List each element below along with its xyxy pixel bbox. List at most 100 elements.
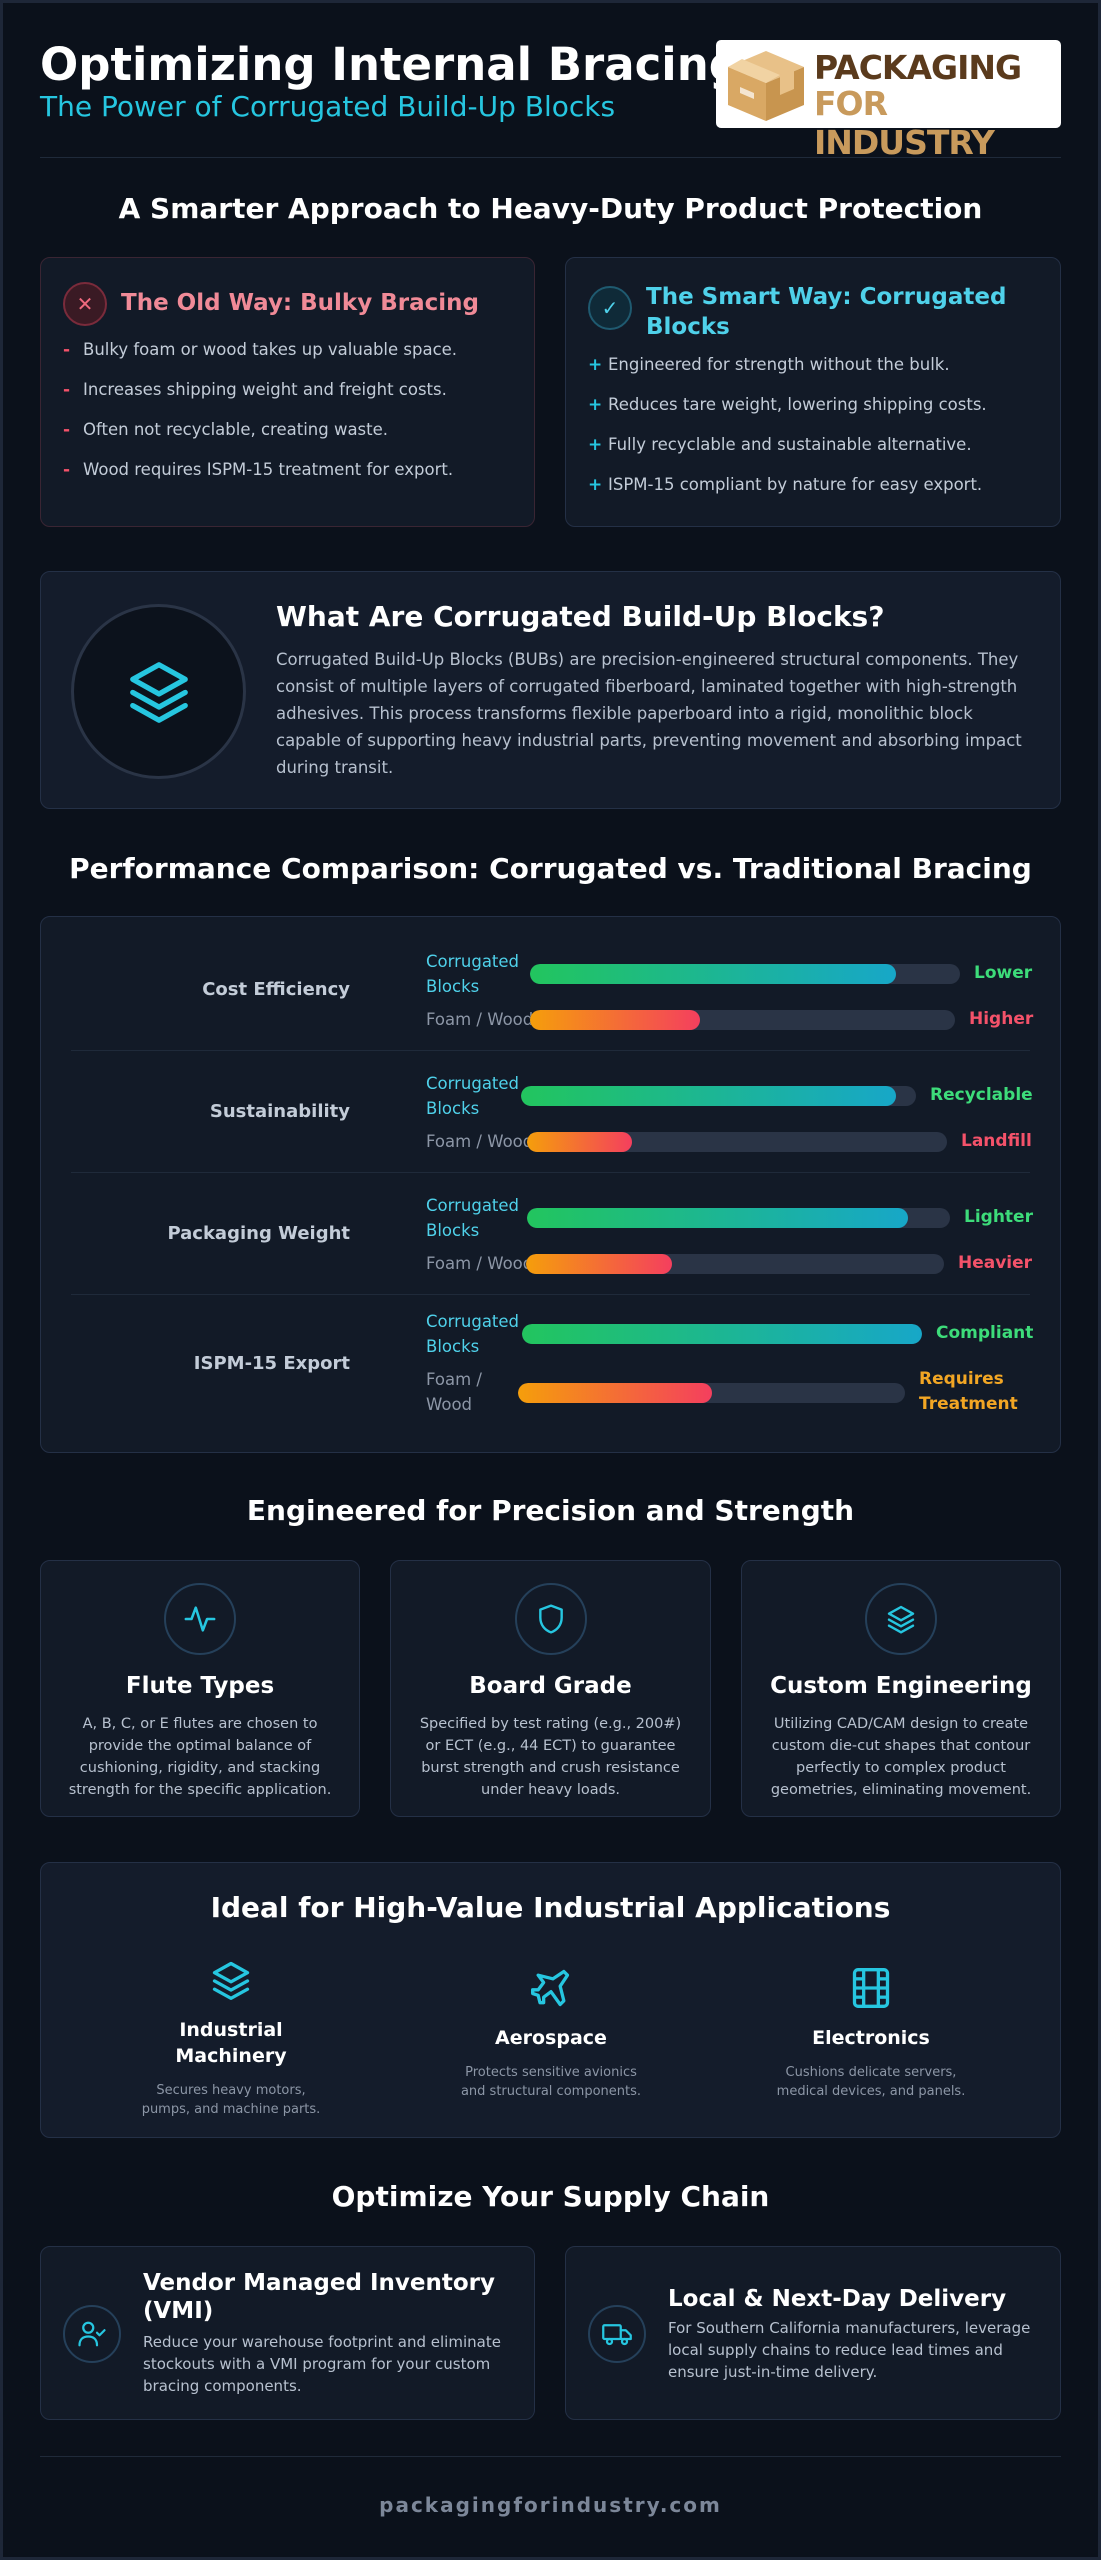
footer: packagingforindustry.com bbox=[40, 2456, 1061, 2517]
list-item: + Engineered for strength without the bul… bbox=[588, 355, 950, 375]
corrugated-result: Lower bbox=[974, 963, 1033, 983]
list-item: - Increases shipping weight and freight c… bbox=[63, 380, 447, 400]
metric-label: Cost Efficiency bbox=[202, 979, 350, 1000]
x-circle-icon: ✕ bbox=[63, 282, 107, 326]
plus-marker: + bbox=[588, 355, 603, 375]
foam-result: Landfill bbox=[961, 1131, 1032, 1151]
precision-heading: Engineered for Precision and Strength bbox=[246, 1494, 855, 1527]
corrugated-bar-track bbox=[530, 964, 960, 984]
corrugated-label: Corrugated Blocks bbox=[426, 1312, 520, 1356]
corrugated-result: Lighter bbox=[964, 1207, 1033, 1227]
delivery-card: Local & Next-Day Delivery For Southern C… bbox=[565, 2246, 1061, 2420]
app-electronics: Electronics Cushions delicate servers, me… bbox=[746, 1963, 996, 2101]
app-body: Secures heavy motors, pumps, and machine … bbox=[141, 2083, 321, 2117]
layers-icon bbox=[106, 1955, 356, 2005]
app-aerospace: Aerospace Protects sensitive avionics and… bbox=[426, 1963, 676, 2101]
list-item: + ISPM-15 compliant by nature for easy ex… bbox=[588, 475, 983, 495]
layers-icon bbox=[130, 662, 188, 723]
list-item: - Often not recyclable, creating waste. bbox=[63, 420, 389, 440]
app-title: Aerospace bbox=[495, 2027, 607, 2049]
what-are-title: What Are Corrugated Build-Up Blocks? bbox=[276, 600, 885, 633]
app-body: Protects sensitive avionics and structura… bbox=[460, 2065, 642, 2099]
corrugated-bar bbox=[527, 1208, 908, 1228]
foam-bar-track bbox=[518, 1383, 905, 1403]
layers-icon bbox=[865, 1583, 937, 1655]
foam-bar-track bbox=[526, 1254, 944, 1274]
corrugated-bar bbox=[530, 964, 896, 984]
what-are-card: What Are Corrugated Build-Up Blocks? Cor… bbox=[40, 571, 1061, 809]
list-item: - Wood requires ISPM-15 treatment for exp… bbox=[63, 460, 454, 480]
foam-bar-track bbox=[530, 1010, 955, 1030]
smart-way-title: The Smart Way: Corrugated Blocks bbox=[646, 284, 1007, 340]
plus-marker: + bbox=[588, 475, 603, 495]
corrugated-bar-track bbox=[521, 1086, 916, 1106]
card-title: Custom Engineering bbox=[770, 1673, 1032, 1699]
supply-heading: Optimize Your Supply Chain bbox=[331, 2180, 770, 2213]
list-item: + Reduces tare weight, lowering shipping … bbox=[588, 395, 987, 415]
old-way-card: ✕ The Old Way: Bulky Bracing - Bulky foam… bbox=[40, 257, 535, 527]
old-way-title: The Old Way: Bulky Bracing bbox=[121, 290, 479, 316]
app-title: Electronics bbox=[812, 2027, 930, 2049]
corrugated-result: Recyclable bbox=[930, 1085, 1033, 1105]
corrugated-result: Compliant bbox=[936, 1323, 1034, 1343]
delivery-body: For Southern California manufacturers, l… bbox=[668, 2319, 1031, 2381]
performance-rows: Cost Efficiency Corrugated Blocks Lower F… bbox=[71, 929, 1034, 1452]
list-item: + Fully recyclable and sustainable altern… bbox=[588, 435, 972, 455]
metric-row-weight: Packaging Weight Corrugated Blocks Lighte… bbox=[71, 1173, 1033, 1295]
check-circle-icon: ✓ bbox=[588, 286, 632, 330]
corrugated-bar-track bbox=[527, 1208, 950, 1228]
board-grade-card: Board Grade Specified by test rating (e.… bbox=[390, 1560, 711, 1817]
company-logo[interactable]: PACKAGING FOR INDUSTRY bbox=[716, 40, 1061, 162]
rocket-icon bbox=[426, 1963, 676, 2013]
icon-circle bbox=[71, 604, 246, 779]
applications-heading: Ideal for High-Value Industrial Applicat… bbox=[210, 1891, 891, 1924]
corrugated-bar bbox=[521, 1086, 897, 1106]
corrugated-label: Corrugated Blocks bbox=[426, 1074, 520, 1118]
corrugated-bar-track bbox=[522, 1324, 922, 1344]
corrugated-label: Corrugated Blocks bbox=[426, 952, 520, 996]
card-body: A, B, C, or E flutes are chosen to provi… bbox=[68, 1716, 332, 1798]
metric-row-ispm: ISPM-15 Export Corrugated Blocks Complian… bbox=[71, 1295, 1034, 1445]
vmi-title: Vendor Managed Inventory (VMI) bbox=[143, 2270, 495, 2324]
foam-result: Requires Treatment bbox=[919, 1369, 1018, 1414]
metric-label: Sustainability bbox=[209, 1101, 350, 1122]
minus-marker: - bbox=[63, 460, 71, 480]
smart-way-card: ✓ The Smart Way: Corrugated Blocks + Engi… bbox=[565, 257, 1061, 527]
minus-marker: - bbox=[63, 420, 71, 440]
card-title: Flute Types bbox=[125, 1673, 275, 1699]
box-logo-icon bbox=[728, 51, 804, 121]
foam-bar bbox=[518, 1383, 712, 1403]
truck-icon bbox=[588, 2305, 646, 2363]
plus-marker: + bbox=[588, 435, 603, 455]
foam-bar bbox=[527, 1132, 632, 1152]
foam-label: Foam / Wood bbox=[426, 1132, 534, 1151]
approach-heading: A Smarter Approach to Heavy-Duty Product… bbox=[118, 192, 983, 225]
foam-label: Foam / Wood bbox=[426, 1254, 534, 1273]
app-body: Cushions delicate servers, medical device… bbox=[776, 2065, 966, 2099]
waveform-icon bbox=[164, 1583, 236, 1655]
metric-label: Packaging Weight bbox=[167, 1223, 350, 1244]
corrugated-bar bbox=[522, 1324, 922, 1344]
header: Optimizing Internal Bracing The Power of… bbox=[40, 0, 1061, 162]
corrugated-label: Corrugated Blocks bbox=[426, 1196, 520, 1240]
foam-label: Foam / Wood bbox=[426, 1010, 534, 1029]
footer-url-link[interactable]: packagingforindustry.com bbox=[379, 2493, 722, 2517]
infographic: Optimizing Internal Bracing The Power of… bbox=[40, 0, 1061, 2517]
metric-row-cost: Cost Efficiency Corrugated Blocks Lower F… bbox=[71, 929, 1034, 1051]
card-body: Specified by test rating (e.g., 200#) or… bbox=[419, 1716, 682, 1798]
smart-way-list: + Engineered for strength without the bul… bbox=[588, 355, 1040, 515]
shield-icon bbox=[514, 1583, 587, 1655]
user-check-icon bbox=[63, 2305, 121, 2363]
card-body: Utilizing CAD/CAM design to create custo… bbox=[770, 1716, 1032, 1798]
delivery-title: Local & Next-Day Delivery bbox=[668, 2286, 1007, 2312]
card-title: Board Grade bbox=[469, 1673, 632, 1699]
page-subtitle: The Power of Corrugated Build-Up Blocks bbox=[40, 90, 616, 123]
foam-result: Higher bbox=[969, 1009, 1034, 1029]
list-item: - Bulky foam or wood takes up valuable sp… bbox=[63, 340, 458, 360]
foam-label: Foam / Wood bbox=[426, 1370, 482, 1414]
minus-marker: - bbox=[63, 340, 71, 360]
minus-marker: - bbox=[63, 380, 71, 400]
applications-card: Ideal for High-Value Industrial Applicat… bbox=[40, 1862, 1061, 2138]
vmi-body: Reduce your warehouse footprint and elim… bbox=[143, 2333, 501, 2395]
